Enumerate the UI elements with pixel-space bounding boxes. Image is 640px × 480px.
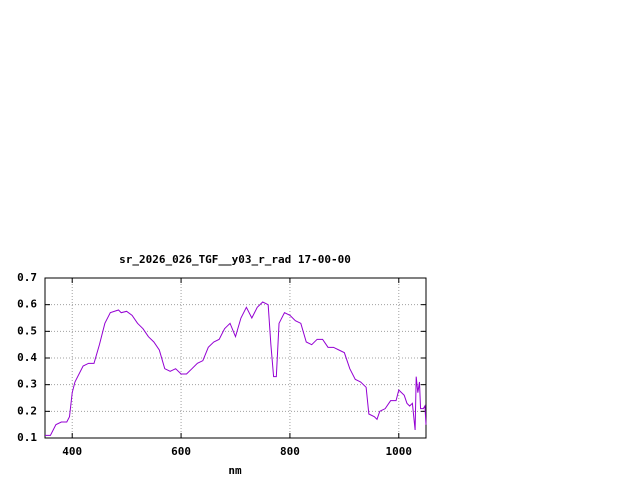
x-axis-label: nm <box>228 464 242 477</box>
data-line <box>45 301 427 436</box>
y-tick-label: 0.7 <box>17 271 37 284</box>
x-tick-label: 400 <box>62 445 82 458</box>
x-tick-label: 1000 <box>386 445 413 458</box>
y-tick-label: 0.6 <box>17 298 37 311</box>
x-tick-label: 600 <box>171 445 191 458</box>
x-tick-label: 800 <box>280 445 300 458</box>
y-tick-label: 0.3 <box>17 378 37 391</box>
y-tick-label: 0.4 <box>17 351 37 364</box>
chart-title: sr_2026_026_TGF__y03_r_rad 17-00-00 <box>119 253 351 266</box>
y-tick-label: 0.1 <box>17 431 37 444</box>
y-tick-label: 0.5 <box>17 324 37 337</box>
plot-frame <box>44 277 427 439</box>
y-tick-label: 0.2 <box>17 404 37 417</box>
